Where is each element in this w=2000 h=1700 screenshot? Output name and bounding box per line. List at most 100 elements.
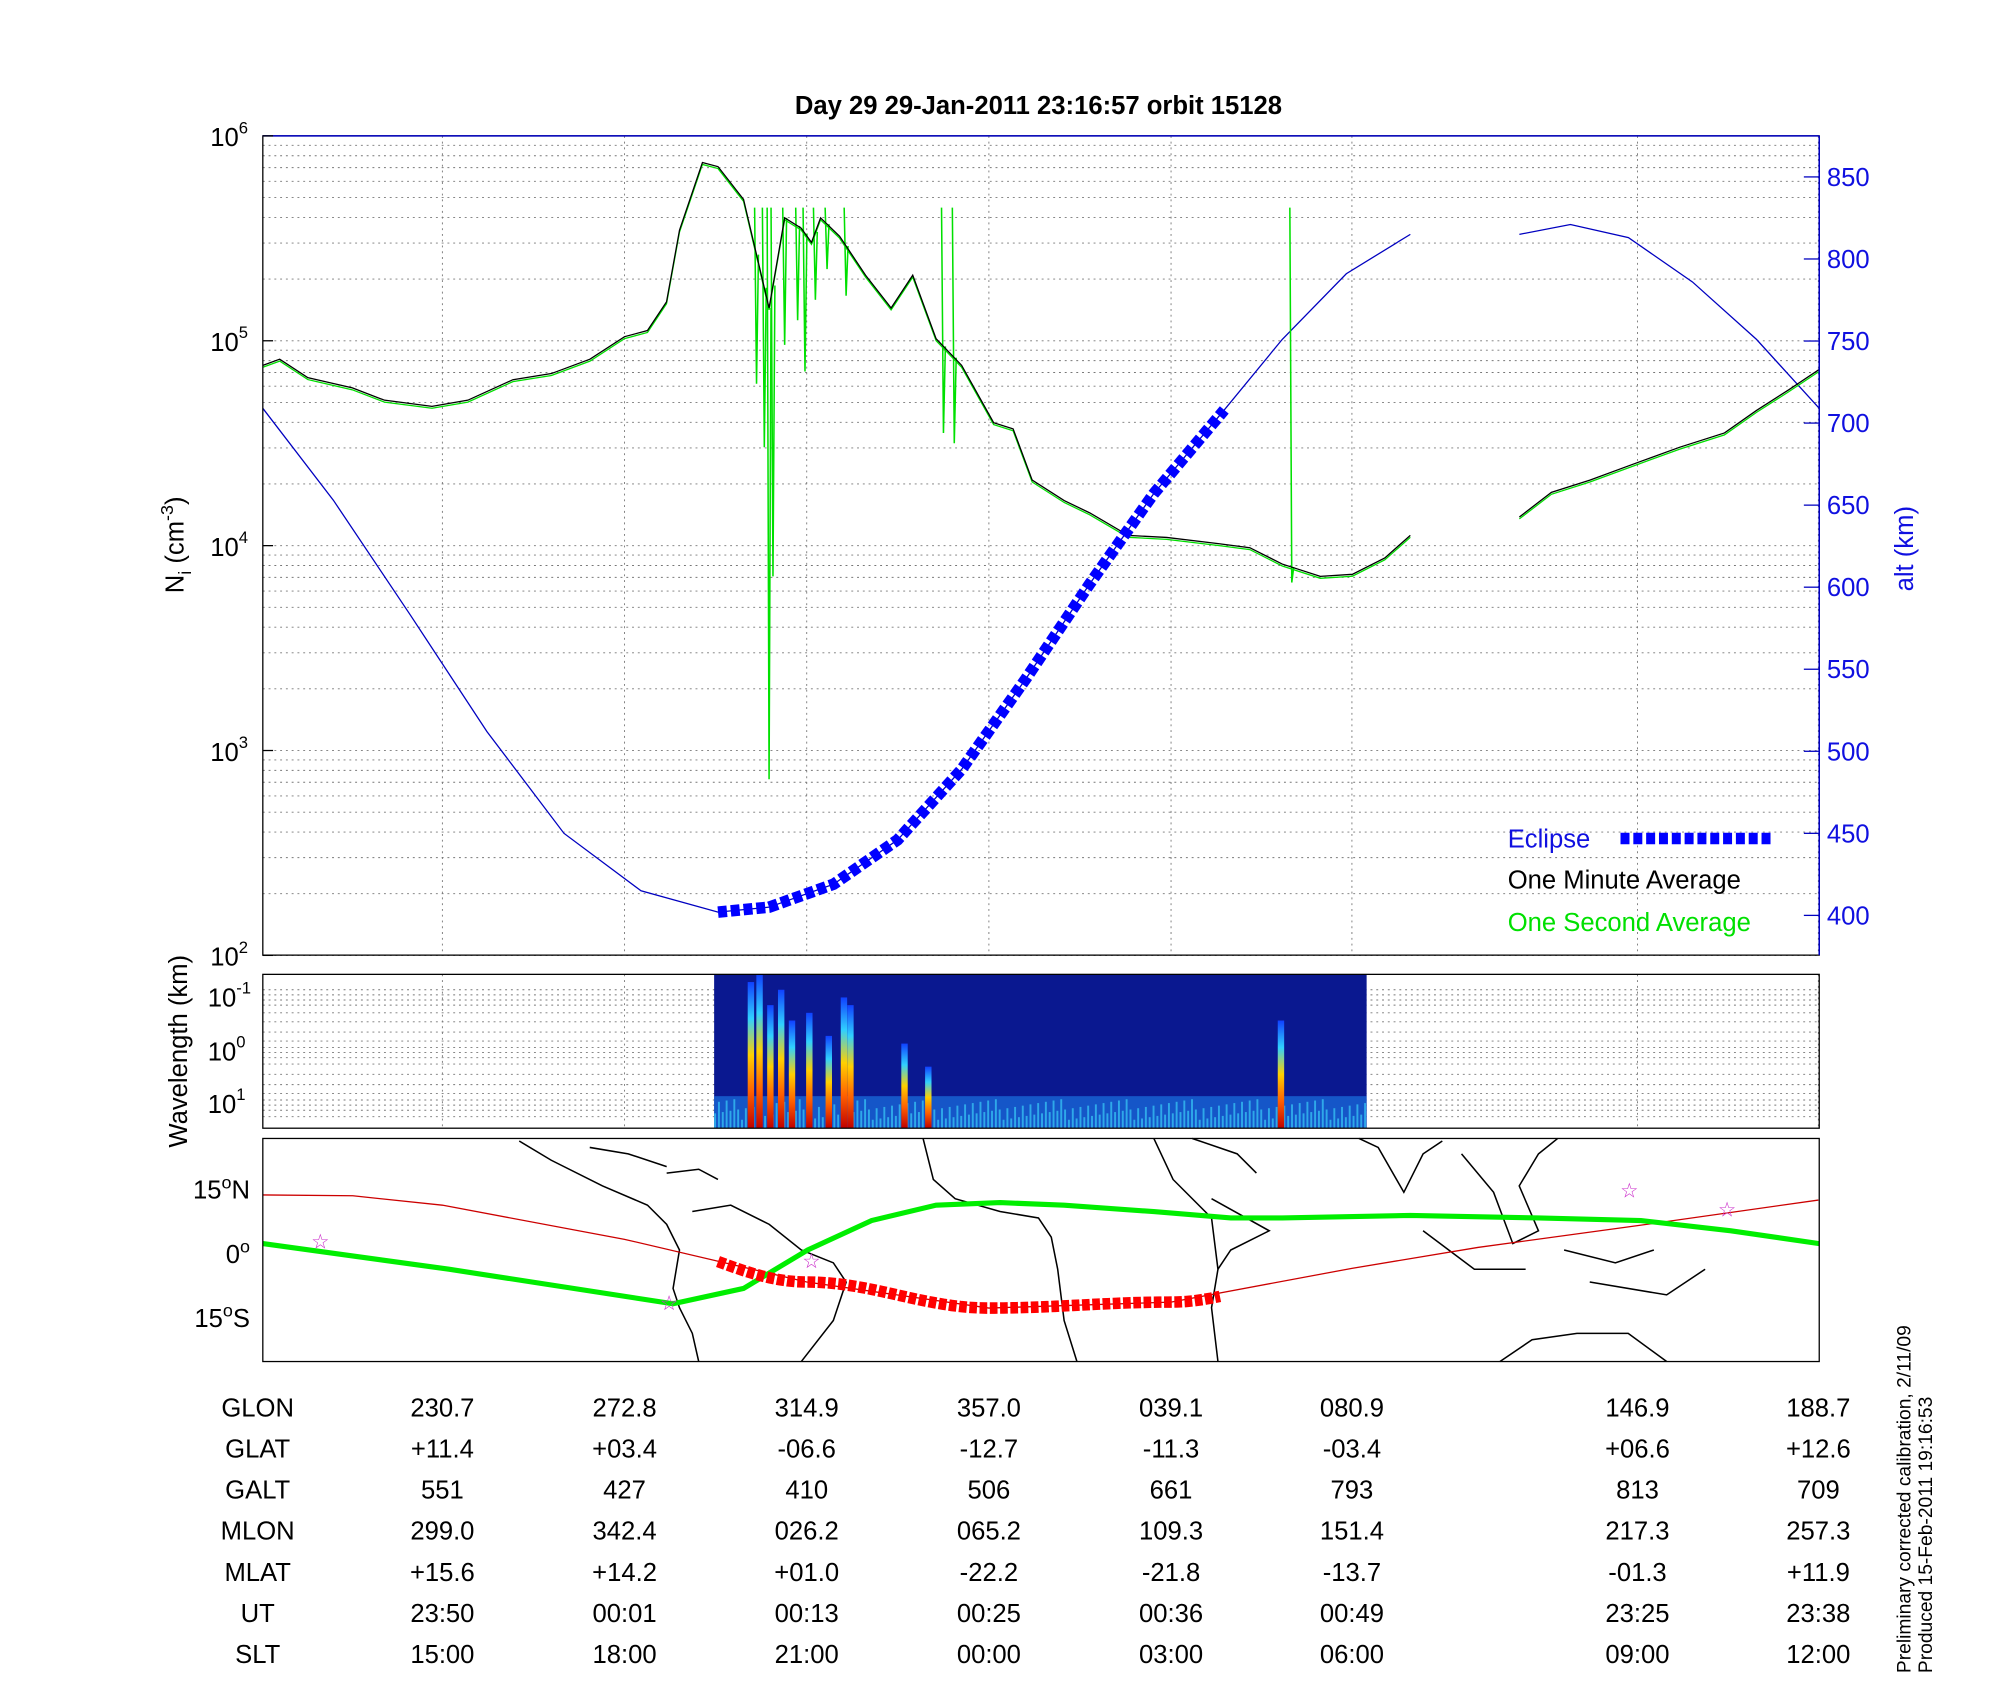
spectrogram-column <box>1194 1109 1197 1129</box>
orbit-track-line <box>262 1194 1819 1309</box>
density-grid <box>262 135 1820 956</box>
tick-base: 10 <box>208 984 237 1012</box>
table-cell: 18:00 <box>592 1641 656 1669</box>
one-second-average-line <box>262 163 1411 579</box>
table-cell: 00:01 <box>592 1600 656 1628</box>
one-second-average-spike <box>940 207 947 433</box>
spectrogram-column <box>1217 1105 1220 1129</box>
spectrogram-column <box>1191 1099 1193 1129</box>
table-cell: -06.6 <box>778 1436 836 1464</box>
spectrogram-column <box>725 1100 728 1129</box>
spectrogram-column <box>948 1106 951 1129</box>
spectrogram-column <box>875 1108 878 1129</box>
table-cell: 00:13 <box>775 1600 839 1628</box>
spectrogram-column <box>1183 1100 1186 1129</box>
spectrogram-column <box>1087 1105 1090 1129</box>
one-second-average-spike <box>812 207 819 300</box>
spectrogram-column <box>717 1101 720 1129</box>
spectrogram-column <box>1260 1109 1263 1129</box>
one-minute-average-line <box>262 161 1411 578</box>
spectrogram-column <box>1148 1117 1151 1129</box>
table-cell: 427 <box>603 1477 646 1505</box>
table-cell: 23:50 <box>410 1600 474 1628</box>
spectrogram-column <box>821 1117 824 1129</box>
alt-tick-label: 750 <box>1827 328 1870 356</box>
spectrogram-column <box>1029 1104 1032 1129</box>
spectrogram-column <box>1275 1106 1278 1129</box>
spectrogram-column <box>837 1114 840 1129</box>
hemisphere: S <box>233 1305 250 1333</box>
table-cell: -11.3 <box>1143 1436 1200 1464</box>
table-cell: 314.9 <box>775 1395 839 1423</box>
table-cell: +06.6 <box>1605 1436 1670 1464</box>
table-cell: 06:00 <box>1320 1641 1384 1669</box>
spectrogram-column <box>1248 1100 1251 1129</box>
table-row-label: MLON <box>221 1518 295 1546</box>
tick-exponent: -1 <box>236 979 251 998</box>
spectrogram-column <box>1179 1112 1182 1129</box>
one-second-average-spike <box>824 207 830 270</box>
table-cell: 661 <box>1150 1477 1193 1505</box>
spectrogram-column <box>1233 1103 1236 1129</box>
spectrogram-column <box>960 1115 963 1129</box>
ylabel-sub: i <box>175 571 195 575</box>
table-row-label: GLON <box>221 1395 294 1423</box>
y-tick-base: 10 <box>210 124 239 152</box>
spectrogram-column <box>1117 1100 1120 1129</box>
spectrogram-column <box>787 1112 790 1129</box>
degree-symbol: o <box>223 1301 233 1321</box>
spectrogram-column <box>1144 1106 1147 1129</box>
spectrogram-column <box>1267 1108 1270 1129</box>
density-series <box>262 161 1820 918</box>
spectrogram-column <box>1356 1104 1359 1129</box>
spectrogram-column <box>1002 1119 1005 1129</box>
spectrogram-column <box>1229 1114 1232 1129</box>
spectrogram-column <box>1125 1099 1128 1129</box>
spectrogram-streak <box>747 982 755 1129</box>
spectrogram-column <box>1171 1113 1174 1129</box>
spectrogram-column <box>1048 1112 1051 1129</box>
spectrogram-column <box>860 1110 863 1129</box>
wavelength-tick-label: 10-1 <box>208 979 251 1013</box>
table-cell: 230.7 <box>410 1395 474 1423</box>
spectrogram-column <box>1271 1118 1274 1129</box>
degree-symbol: o <box>240 1237 250 1257</box>
alt-tick-label: 700 <box>1827 410 1870 438</box>
spectrogram-column <box>729 1110 732 1129</box>
table-cell: 12:00 <box>1786 1641 1850 1669</box>
spectrogram-column <box>775 1103 778 1129</box>
spectrogram-column <box>871 1119 874 1129</box>
one-second-average-spike <box>761 207 768 448</box>
spectrogram-y-label: Wavelength (km) <box>165 955 193 1148</box>
spectrogram-column <box>979 1101 982 1129</box>
spectrogram-column <box>1121 1110 1124 1129</box>
spectrogram-streak <box>847 1005 854 1129</box>
ylabel-close: ) <box>161 496 189 505</box>
y-tick-exponent: 4 <box>239 528 248 547</box>
table-cell: 188.7 <box>1786 1395 1850 1423</box>
legend-second-label: One Second Average <box>1508 909 1751 937</box>
alt-tick-label: 400 <box>1827 902 1870 930</box>
spectrogram-column <box>937 1119 940 1129</box>
spectrogram-column <box>733 1099 736 1129</box>
spectrogram-streak <box>806 1012 813 1129</box>
spectrogram-column <box>1325 1109 1328 1129</box>
spectrogram-column <box>721 1112 724 1129</box>
tick-base: 10 <box>208 1091 237 1119</box>
degree-symbol: o <box>222 1172 232 1192</box>
y-tick-label: 104 <box>210 528 248 562</box>
spectrogram-column <box>933 1109 936 1129</box>
y-tick-exponent: 2 <box>239 938 248 957</box>
spectrogram-column <box>956 1105 959 1129</box>
spectrogram-streak <box>788 1020 796 1129</box>
orbit-parameters-table: GLON 230.7 272.8 314.9 357.0 039.1 080.9 146.9 1… <box>221 1395 1851 1669</box>
spectrogram-column <box>1310 1112 1313 1129</box>
spectrogram-column <box>1287 1115 1290 1129</box>
table-cell: 146.9 <box>1605 1395 1669 1423</box>
table-cell: +15.6 <box>410 1559 475 1587</box>
table-cell: 15:00 <box>410 1641 474 1669</box>
spectrogram-column <box>1221 1115 1224 1129</box>
table-cell: -22.2 <box>960 1559 1018 1587</box>
spectrogram-column <box>1348 1105 1351 1129</box>
